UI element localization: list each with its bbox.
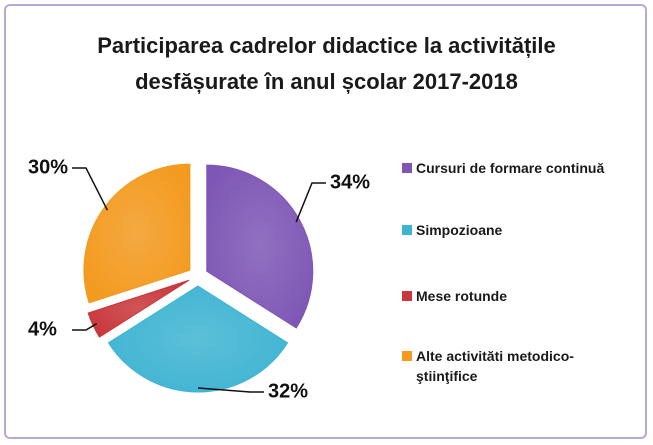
data-label: 30% (28, 156, 68, 178)
legend-swatch (402, 163, 412, 173)
legend-swatch (402, 351, 412, 361)
pie-slice (206, 164, 314, 329)
legend-swatch (402, 225, 412, 235)
legend-label: Cursuri de formare continuă (416, 160, 605, 176)
legend-label: Simpozioane (416, 222, 503, 238)
legend-swatch (402, 291, 412, 301)
data-label: 32% (268, 380, 308, 402)
leader-line (295, 182, 326, 223)
legend-entry: Mese rotunde (402, 286, 631, 306)
data-label: 34% (330, 171, 370, 193)
leader-line (197, 387, 264, 393)
leader-line (72, 323, 98, 331)
data-label: 4% (28, 318, 57, 340)
legend-entry: Alte activităti metodico-ştiinţifice (402, 346, 631, 386)
pie-slice (83, 163, 191, 304)
legend-entry: Simpozioane (402, 220, 631, 240)
legend-entry: Cursuri de formare continuă (402, 158, 631, 178)
pie-slice (107, 285, 289, 393)
chart-title: Participarea cadrelor didactice la activ… (97, 33, 556, 94)
legend-label: Mese rotunde (416, 288, 508, 304)
leader-line (72, 167, 109, 211)
legend-label: Alte activităti metodico-ştiinţifice (416, 348, 574, 384)
